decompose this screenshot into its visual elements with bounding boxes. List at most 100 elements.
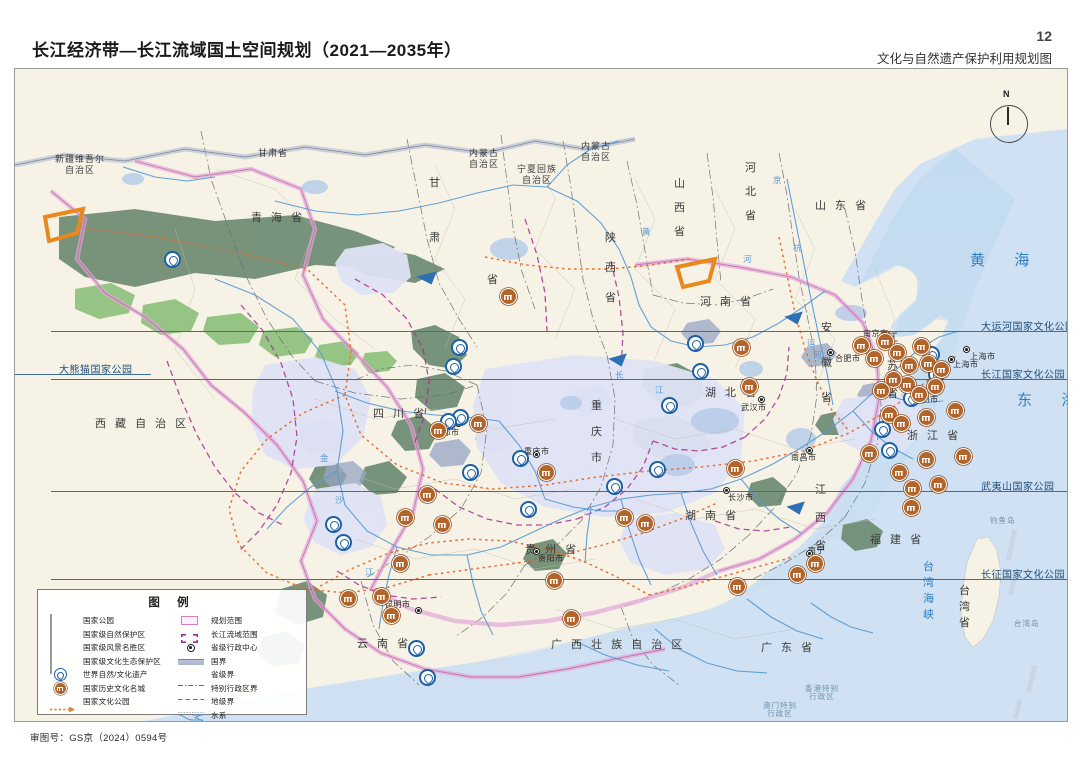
map-frame[interactable]: 新疆维吾尔 自治区青 海 省甘肃省甘肃省内蒙古 自治区 内蒙古 自治区 宁夏回族 自… xyxy=(14,68,1068,722)
historic-city-icon[interactable] xyxy=(637,515,654,532)
historic-city-icon[interactable] xyxy=(807,555,824,572)
legend-item-label: 国家公园 xyxy=(83,616,115,626)
island-label: 香港特别 行政区 xyxy=(805,684,839,701)
world-heritage-icon[interactable] xyxy=(687,335,704,352)
provincial-capital-dot[interactable] xyxy=(758,396,765,403)
world-heritage-icon[interactable] xyxy=(520,501,537,518)
river-label: 黄 xyxy=(642,227,652,237)
river-label: 河 xyxy=(813,350,823,360)
historic-city-icon[interactable] xyxy=(373,588,390,605)
city-label: 贵阳市 xyxy=(538,554,564,563)
world-heritage-icon[interactable] xyxy=(649,461,666,478)
legend-item-label: 世界自然/文化遗产 xyxy=(83,670,148,680)
historic-city-icon[interactable] xyxy=(933,361,950,378)
world-heritage-icon[interactable] xyxy=(661,397,678,414)
provincial-capital-dot[interactable] xyxy=(415,607,422,614)
historic-city-icon[interactable] xyxy=(861,445,878,462)
world-heritage-icon[interactable] xyxy=(445,358,462,375)
historic-city-icon[interactable] xyxy=(727,460,744,477)
historic-city-icon[interactable] xyxy=(930,476,947,493)
historic-city-icon[interactable] xyxy=(789,566,806,583)
historic-city-icon[interactable] xyxy=(853,337,870,354)
city-label: 上海市 xyxy=(953,360,979,369)
province-label: 浙 江 省 xyxy=(907,430,962,442)
legend-item: 地级界 xyxy=(178,695,258,714)
provincial-capital-dot[interactable] xyxy=(806,447,813,454)
world-heritage-icon[interactable] xyxy=(408,640,425,657)
historic-city-icon[interactable] xyxy=(918,451,935,468)
historic-city-icon[interactable] xyxy=(430,422,447,439)
world-heritage-icon[interactable] xyxy=(335,534,352,551)
river-label: 运 xyxy=(807,338,817,348)
historic-city-icon[interactable] xyxy=(889,344,906,361)
historic-city-icon[interactable] xyxy=(901,357,918,374)
world-heritage-icon[interactable] xyxy=(419,669,436,686)
provincial-capital-dot[interactable] xyxy=(533,548,540,555)
legend-item: 国界 xyxy=(178,655,258,669)
province-label: 省 xyxy=(745,210,759,222)
province-label: 重 xyxy=(591,400,605,412)
provincial-capital-dot[interactable] xyxy=(963,346,970,353)
world-heritage-icon[interactable] xyxy=(512,450,529,467)
world-heritage-icon[interactable] xyxy=(692,363,709,380)
world-heritage-icon[interactable] xyxy=(451,339,468,356)
provincial-capital-dot[interactable] xyxy=(723,487,730,494)
provincial-capital-dot[interactable] xyxy=(533,451,540,458)
historic-city-icon[interactable] xyxy=(340,590,357,607)
province-label: 庆 xyxy=(591,426,605,438)
provincial-capital-dot[interactable] xyxy=(827,349,834,356)
historic-city-icon[interactable] xyxy=(419,486,436,503)
historic-city-icon[interactable] xyxy=(911,386,928,403)
historic-city-icon[interactable] xyxy=(885,371,902,388)
historic-city-icon[interactable] xyxy=(546,572,563,589)
historic-city-icon[interactable] xyxy=(397,509,414,526)
historic-city-icon[interactable] xyxy=(616,509,633,526)
legend-item-label: 省级界 xyxy=(211,670,235,680)
historic-city-icon[interactable] xyxy=(893,415,910,432)
historic-city-icon[interactable] xyxy=(383,607,400,624)
historic-city-icon[interactable] xyxy=(918,409,935,426)
river-label: 京 xyxy=(773,175,783,185)
province-label: 江 xyxy=(815,484,829,496)
historic-city-icon[interactable] xyxy=(866,350,883,367)
historic-city-icon[interactable] xyxy=(470,415,487,432)
historic-city-icon[interactable] xyxy=(729,578,746,595)
province-label: 陕 xyxy=(605,232,619,244)
historic-city-icon[interactable] xyxy=(538,464,555,481)
historic-city-icon[interactable] xyxy=(904,480,921,497)
province-label: 台 湾 省 xyxy=(959,585,973,629)
provincial-capital-dot-symbol xyxy=(178,642,204,653)
legend-item-label: 国家级文化生态保护区 xyxy=(83,656,161,666)
page-title: 长江经济带—长江流域国土空间规划（2021—2035年） xyxy=(32,41,462,60)
world-heritage-icon[interactable] xyxy=(462,464,479,481)
province-label: 湖 南 省 xyxy=(685,510,740,522)
historic-city-icon[interactable] xyxy=(891,464,908,481)
historic-city-icon[interactable] xyxy=(903,499,920,516)
annotation-leader-line xyxy=(51,331,1067,332)
historic-city-icon[interactable] xyxy=(913,338,930,355)
historic-city-icon[interactable] xyxy=(563,610,580,627)
historic-city-icon[interactable] xyxy=(955,448,972,465)
world-heritage-icon[interactable] xyxy=(881,442,898,459)
river-label: 河 xyxy=(743,254,753,264)
world-heritage-icon[interactable] xyxy=(325,516,342,533)
historic-city-icon[interactable] xyxy=(392,555,409,572)
provincial-capital-dot[interactable] xyxy=(948,356,955,363)
legend-item-label: 省级行政中心 xyxy=(211,643,258,653)
legend-item: 水系 xyxy=(178,709,258,721)
historic-city-icon[interactable] xyxy=(873,382,890,399)
historic-city-icon[interactable] xyxy=(434,516,451,533)
legend-item-label: 水系 xyxy=(211,710,227,720)
historic-city-icon[interactable] xyxy=(741,378,758,395)
historic-city-icon[interactable] xyxy=(500,288,517,305)
province-label: 广 西 壮 族 自 治 区 xyxy=(551,639,686,651)
historic-city-icon[interactable] xyxy=(733,339,750,356)
world-heritage-icon[interactable] xyxy=(606,478,623,495)
historic-city-icon[interactable] xyxy=(927,378,944,395)
historic-city-icon[interactable] xyxy=(877,333,894,350)
legend-item: 国家历史文化名城 xyxy=(50,681,161,696)
legend-item: 国家文化公园 xyxy=(50,695,161,713)
world-heritage-icon[interactable] xyxy=(164,251,181,268)
historic-city-icon[interactable] xyxy=(947,402,964,419)
world-heritage-icon[interactable] xyxy=(874,421,891,438)
